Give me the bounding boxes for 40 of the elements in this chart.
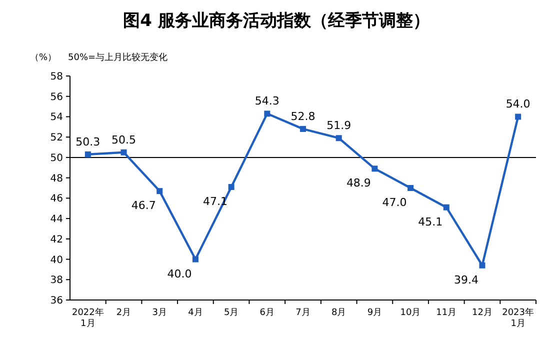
x-tick-label: 2022年 1月: [72, 307, 104, 329]
y-tick-label: 58: [50, 72, 63, 82]
text: 50%=与上月比较无变化: [68, 52, 168, 63]
data-label: 54.3: [254, 94, 280, 108]
x-tick-label: 2月: [116, 308, 132, 318]
x-tick-label: 9月: [367, 308, 382, 318]
y-tick-label: 54: [50, 112, 63, 124]
x-tick-label: 12月: [472, 308, 492, 318]
data-label: 54.0: [506, 98, 530, 111]
data-label: 45.1: [418, 215, 443, 228]
data-label: 39.4: [454, 273, 478, 286]
data-label: 40.0: [167, 267, 192, 280]
y-tick-label: 48: [50, 173, 63, 184]
data-label: 52.8: [290, 110, 316, 123]
data-label: 48.9: [346, 176, 371, 190]
data-label: 50.5: [112, 133, 136, 146]
data-label: 46.7: [131, 199, 156, 212]
data-label: 51.9: [326, 119, 352, 132]
x-tick-label: 2023年 1月: [502, 307, 534, 329]
x-tick-label: 10月: [400, 308, 421, 318]
x-tick-label: 3月: [152, 308, 167, 318]
y-tick-label: 36: [50, 296, 63, 306]
y-tick-label: 40: [50, 254, 63, 266]
x-tick-label: 6月: [260, 308, 275, 318]
chart-title: 图4 服务业商务活动指数（经季节调整）: [123, 11, 430, 31]
x-tick-label: 7月: [296, 308, 310, 318]
x-tick-label: 11月: [436, 308, 457, 318]
text: （%）: [30, 53, 57, 63]
y-tick-label: 56: [50, 92, 63, 103]
y-tick-label: 52: [50, 132, 63, 144]
x-tick-label: 4月: [188, 308, 203, 318]
y-tick-label: 42: [50, 234, 63, 246]
data-label: 47.0: [382, 196, 407, 209]
y-tick-label: 46: [50, 194, 63, 205]
y-tick-label: 50: [50, 152, 63, 164]
y-tick-label: 44: [50, 214, 63, 226]
x-tick-label: 8月: [331, 308, 346, 318]
y-tick-label: 38: [50, 275, 63, 286]
data-label: 50.3: [76, 135, 100, 148]
x-tick-label: 5月: [224, 308, 239, 318]
